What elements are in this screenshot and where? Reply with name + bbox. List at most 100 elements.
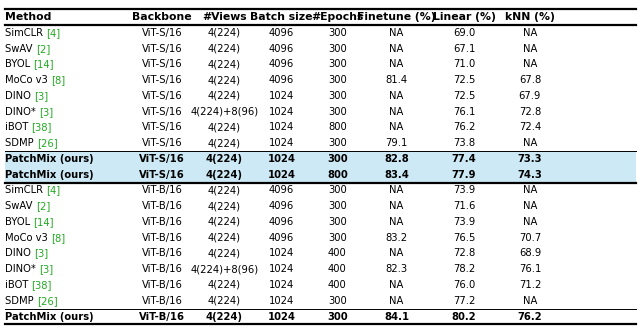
Text: 4(224): 4(224) bbox=[208, 249, 241, 259]
Text: 800: 800 bbox=[328, 122, 347, 132]
Text: 4(224): 4(224) bbox=[208, 280, 241, 290]
Text: iBOT: iBOT bbox=[5, 122, 31, 132]
Text: NA: NA bbox=[523, 59, 537, 70]
Text: 77.4: 77.4 bbox=[452, 154, 476, 164]
Text: 4096: 4096 bbox=[269, 75, 294, 85]
Text: #Views: #Views bbox=[202, 12, 246, 22]
Text: [14]: [14] bbox=[33, 59, 54, 70]
Text: [3]: [3] bbox=[34, 91, 48, 101]
Text: 1024: 1024 bbox=[269, 249, 294, 259]
Text: NA: NA bbox=[389, 185, 404, 196]
Text: 4(224): 4(224) bbox=[208, 138, 241, 148]
Text: 4(224): 4(224) bbox=[208, 217, 241, 227]
Text: 4(224): 4(224) bbox=[208, 122, 241, 132]
Text: PatchMix (ours): PatchMix (ours) bbox=[5, 170, 93, 180]
Text: 70.7: 70.7 bbox=[519, 233, 541, 243]
Text: 79.1: 79.1 bbox=[385, 138, 408, 148]
Text: 68.9: 68.9 bbox=[519, 249, 541, 259]
Text: 4096: 4096 bbox=[269, 44, 294, 54]
Text: ViT-B/16: ViT-B/16 bbox=[141, 185, 182, 196]
Text: ViT-S/16: ViT-S/16 bbox=[141, 59, 182, 70]
Text: BYOL: BYOL bbox=[5, 59, 33, 70]
Text: NA: NA bbox=[523, 138, 537, 148]
Text: 83.2: 83.2 bbox=[385, 233, 408, 243]
Text: 82.8: 82.8 bbox=[384, 154, 409, 164]
Text: 4(224): 4(224) bbox=[208, 28, 241, 38]
Text: ViT-S/16: ViT-S/16 bbox=[141, 107, 182, 117]
Text: ViT-S/16: ViT-S/16 bbox=[139, 154, 185, 164]
Text: ViT-S/16: ViT-S/16 bbox=[141, 91, 182, 101]
Text: 69.0: 69.0 bbox=[453, 28, 475, 38]
Text: 4(224): 4(224) bbox=[208, 296, 241, 306]
Text: 4(224): 4(224) bbox=[208, 44, 241, 54]
Text: SwAV: SwAV bbox=[5, 44, 36, 54]
Text: 4096: 4096 bbox=[269, 185, 294, 196]
Text: NA: NA bbox=[389, 44, 404, 54]
Text: 67.1: 67.1 bbox=[453, 44, 475, 54]
Text: 76.1: 76.1 bbox=[519, 264, 541, 274]
Text: 300: 300 bbox=[328, 107, 347, 117]
Text: 1024: 1024 bbox=[269, 122, 294, 132]
Text: iBOT: iBOT bbox=[5, 280, 31, 290]
Text: 300: 300 bbox=[328, 138, 347, 148]
Text: NA: NA bbox=[523, 201, 537, 211]
Text: 1024: 1024 bbox=[268, 311, 296, 321]
Text: 77.2: 77.2 bbox=[453, 296, 475, 306]
Text: 300: 300 bbox=[328, 75, 347, 85]
Text: NA: NA bbox=[389, 296, 404, 306]
Text: ViT-B/16: ViT-B/16 bbox=[141, 201, 182, 211]
Text: 83.4: 83.4 bbox=[384, 170, 409, 180]
Text: [26]: [26] bbox=[37, 138, 58, 148]
Text: 71.0: 71.0 bbox=[453, 59, 475, 70]
Text: 4(224): 4(224) bbox=[206, 170, 243, 180]
Text: kNN (%): kNN (%) bbox=[505, 12, 555, 22]
Text: 4096: 4096 bbox=[269, 217, 294, 227]
Text: 300: 300 bbox=[328, 217, 347, 227]
Text: 78.2: 78.2 bbox=[453, 264, 475, 274]
Text: 1024: 1024 bbox=[269, 91, 294, 101]
Text: Linear (%): Linear (%) bbox=[433, 12, 495, 22]
Text: 4(224): 4(224) bbox=[208, 91, 241, 101]
Text: 300: 300 bbox=[328, 59, 347, 70]
Text: DINO*: DINO* bbox=[5, 264, 39, 274]
Text: 1024: 1024 bbox=[269, 138, 294, 148]
Text: 400: 400 bbox=[328, 264, 347, 274]
Text: 73.8: 73.8 bbox=[453, 138, 475, 148]
Text: DINO*: DINO* bbox=[5, 107, 39, 117]
Text: [38]: [38] bbox=[31, 280, 52, 290]
Text: 1024: 1024 bbox=[269, 107, 294, 117]
Text: 73.9: 73.9 bbox=[453, 217, 475, 227]
Text: ViT-B/16: ViT-B/16 bbox=[141, 296, 182, 306]
Text: DINO: DINO bbox=[5, 249, 34, 259]
Text: [38]: [38] bbox=[31, 122, 52, 132]
Text: 76.2: 76.2 bbox=[453, 122, 475, 132]
Text: ViT-S/16: ViT-S/16 bbox=[141, 122, 182, 132]
Text: NA: NA bbox=[389, 28, 404, 38]
Text: ViT-B/16: ViT-B/16 bbox=[141, 264, 182, 274]
Text: 4(224): 4(224) bbox=[208, 59, 241, 70]
Bar bbox=[5, 151, 636, 167]
Text: 4(224): 4(224) bbox=[208, 233, 241, 243]
Text: NA: NA bbox=[389, 217, 404, 227]
Text: [3]: [3] bbox=[39, 264, 53, 274]
Text: [8]: [8] bbox=[51, 233, 65, 243]
Text: 300: 300 bbox=[328, 296, 347, 306]
Text: SwAV: SwAV bbox=[5, 201, 36, 211]
Text: 71.2: 71.2 bbox=[519, 280, 541, 290]
Bar bbox=[5, 167, 636, 183]
Text: 300: 300 bbox=[327, 311, 348, 321]
Text: 800: 800 bbox=[327, 170, 348, 180]
Text: 76.2: 76.2 bbox=[518, 311, 542, 321]
Text: [8]: [8] bbox=[51, 75, 65, 85]
Text: 82.3: 82.3 bbox=[385, 264, 408, 274]
Text: [4]: [4] bbox=[46, 28, 60, 38]
Text: ViT-S/16: ViT-S/16 bbox=[141, 75, 182, 85]
Text: 300: 300 bbox=[328, 185, 347, 196]
Text: 77.9: 77.9 bbox=[452, 170, 476, 180]
Text: MoCo v3: MoCo v3 bbox=[5, 75, 51, 85]
Text: NA: NA bbox=[389, 201, 404, 211]
Text: 300: 300 bbox=[328, 233, 347, 243]
Text: NA: NA bbox=[523, 185, 537, 196]
Text: NA: NA bbox=[389, 91, 404, 101]
Text: [26]: [26] bbox=[37, 296, 58, 306]
